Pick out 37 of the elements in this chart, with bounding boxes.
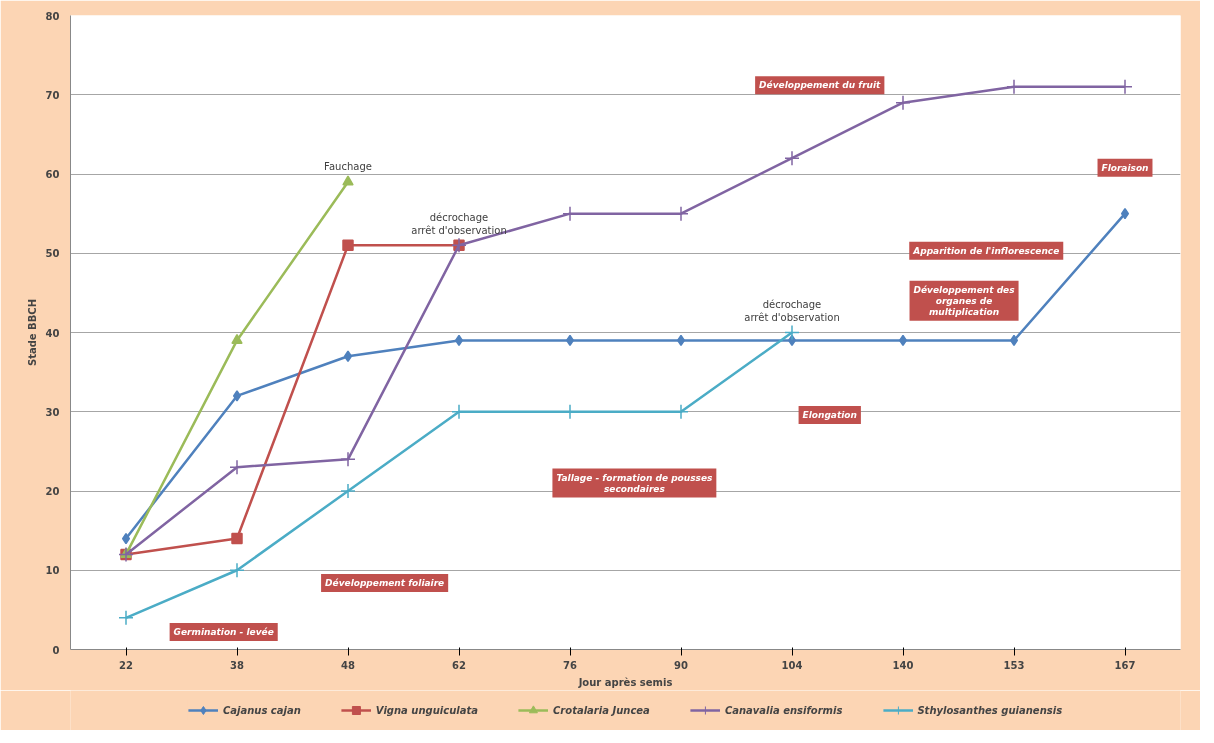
y-tick-label: 50 [45, 248, 60, 260]
y-tick-label: 80 [45, 10, 60, 22]
y-tick-label: 70 [45, 89, 60, 101]
legend-label: Sthylosanthes guianensis [917, 704, 1063, 716]
x-tick-label: 48 [341, 659, 355, 671]
annotation: Développement du fruit [759, 80, 882, 91]
annotation: Floraison [1101, 162, 1149, 173]
annotation: Développement foliaire [325, 577, 445, 588]
x-tick-label: 62 [452, 659, 466, 671]
annotation: décrochage arrêt d'observation [411, 211, 507, 236]
x-tick-label: 90 [674, 659, 688, 671]
annotation: Elongation [802, 409, 857, 420]
x-tick-label: 22 [119, 659, 133, 671]
y-tick-label: 40 [45, 327, 60, 339]
y-axis-title: Stade BBCH [26, 298, 38, 367]
x-tick-label: 38 [230, 659, 244, 671]
annotation: Tallage - formation de pousses secondaires [556, 472, 713, 494]
legend-label: Cajanus cajan [222, 704, 301, 716]
legend-label: Canavalia ensiformis [724, 704, 843, 716]
y-tick-label: 0 [52, 644, 60, 656]
legend-label: Crotalaria Juncea [553, 704, 650, 716]
annotation: Apparition de l'inflorescence [912, 245, 1060, 256]
annotation: Germination - levée [173, 627, 274, 638]
y-tick-label: 60 [45, 169, 60, 180]
annotation: décrochage arrêt d'observation [744, 298, 840, 323]
annotation: Développement des organes de multiplication [913, 284, 1016, 317]
x-axis-title: Jour après semis [577, 676, 673, 688]
y-tick-label: 30 [45, 406, 60, 418]
legend-label: Vigna unguiculata [375, 704, 479, 716]
x-tick-label: 153 [1003, 659, 1025, 671]
x-tick-label: 140 [892, 659, 914, 671]
y-tick-label: 20 [45, 486, 60, 497]
annotation: Fauchage [324, 161, 372, 173]
x-tick-label: 104 [781, 659, 803, 671]
y-tick-label: 10 [45, 565, 60, 577]
x-tick-label: 76 [563, 659, 577, 671]
x-tick-label: 167 [1114, 659, 1136, 671]
